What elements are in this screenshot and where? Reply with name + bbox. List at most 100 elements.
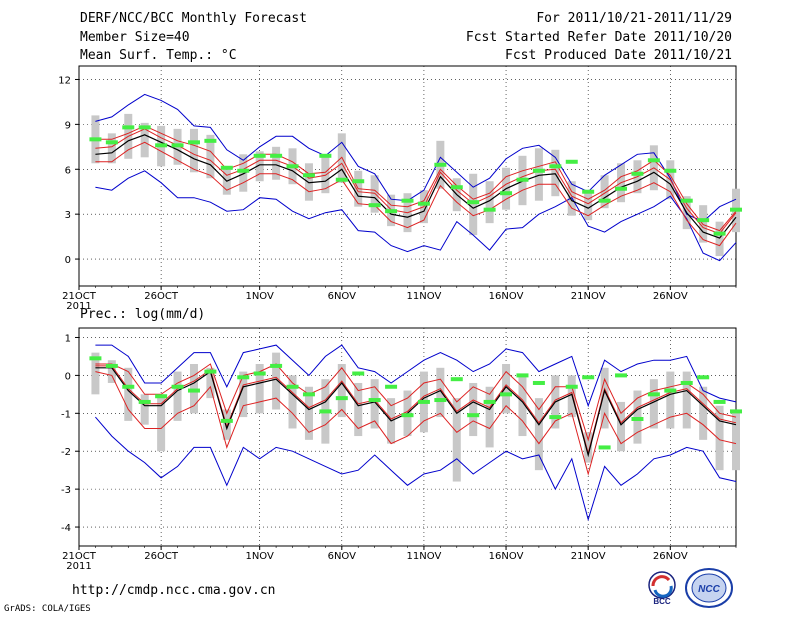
panel1-obs-marker xyxy=(615,186,628,191)
panel2-obs-marker xyxy=(713,399,726,404)
panel1-x-tick-label: 11NOV xyxy=(407,291,442,302)
panel1-obs-marker xyxy=(286,164,299,169)
panel2-spread-box xyxy=(337,364,346,418)
panel2-spread-box xyxy=(140,394,149,425)
panel2-y-tick-label: -1 xyxy=(61,409,71,420)
panel1-obs-marker xyxy=(697,218,710,223)
panel1-obs-marker xyxy=(155,143,168,148)
panel1-obs-marker xyxy=(302,173,315,178)
panel2-spread-box xyxy=(157,394,166,452)
panel2-obs-marker xyxy=(335,396,348,401)
panel2-spread-box xyxy=(452,398,461,482)
panel2-obs-marker xyxy=(697,375,710,380)
panel1-y-tick-label: 12 xyxy=(58,75,71,86)
panel1-lower-percentile-line xyxy=(95,141,737,247)
panel2-spread-box xyxy=(288,375,297,429)
panel2-obs-marker xyxy=(730,409,742,414)
panel1-obs-marker xyxy=(532,168,545,173)
panel1-spread-box xyxy=(206,134,215,179)
panel2-spread-box xyxy=(649,379,658,429)
panel1-obs-marker xyxy=(713,231,726,236)
panel1-x-tick-label: 1NOV xyxy=(245,291,274,302)
precip-panel-title: Prec.: log(mm/d) xyxy=(80,307,206,322)
panel1-spread-box xyxy=(584,190,593,221)
panel2-x-tick-label: 1NOV xyxy=(245,551,274,562)
produced-date: Fcst Produced Date 2011/10/21 xyxy=(505,48,732,63)
panel2-obs-marker xyxy=(352,371,365,376)
panel1-obs-marker xyxy=(204,138,217,143)
panel1-x-tick-label: 6NOV xyxy=(328,291,357,302)
member-size: Member Size=40 xyxy=(80,30,190,45)
panel2-y-tick-label: 1 xyxy=(65,333,71,344)
panel1-ensemble-minimum-line xyxy=(95,170,737,262)
panel1-spread-box xyxy=(189,128,198,173)
panel2-obs-marker xyxy=(286,384,299,389)
panel2-obs-marker xyxy=(565,384,578,389)
panel2-obs-marker xyxy=(647,392,660,397)
bcc-logo-arc-blue xyxy=(653,585,673,598)
panel2-spread-box xyxy=(617,401,626,452)
forecast-period: For 2011/10/21-2011/11/29 xyxy=(536,11,732,26)
panel1-obs-marker xyxy=(385,209,398,214)
panel1-obs-marker xyxy=(237,168,250,173)
panel2-spread-box xyxy=(173,371,182,421)
panel1-x-tick-label: 21OCT xyxy=(62,291,97,302)
panel2-spread-box xyxy=(91,352,100,395)
panel1-obs-marker xyxy=(598,198,611,203)
panel2-spread-box xyxy=(682,371,691,429)
panel2-x-tick-label: 21NOV xyxy=(571,551,606,562)
panel1-x-tick-label: 26NOV xyxy=(653,291,688,302)
panel1-obs-marker xyxy=(89,137,102,142)
panel2-spread-box xyxy=(502,364,511,414)
panel2-x-tick-label: 11NOV xyxy=(407,551,442,562)
panel2-x-tick-label: 6NOV xyxy=(328,551,357,562)
panel2-obs-marker xyxy=(155,394,168,399)
forecast-title: DERF/NCC/BCC Monthly Forecast xyxy=(80,11,307,26)
panel1-x-tick-year: 2011 xyxy=(66,301,91,312)
bcc-logo-arc-red xyxy=(651,575,671,587)
panel1-x-tick-label: 16NOV xyxy=(489,291,524,302)
start-date: Fcst Started Refer Date 2011/10/20 xyxy=(465,30,732,45)
panel2-obs-marker xyxy=(549,415,562,420)
panel1-obs-marker xyxy=(450,185,463,190)
panel2-y-tick-label: -2 xyxy=(61,447,71,458)
panel1-x-tick-label: 21NOV xyxy=(571,291,606,302)
panel1-obs-marker xyxy=(664,168,677,173)
panel1-spread-box xyxy=(239,154,248,192)
panel1-obs-marker xyxy=(434,162,447,167)
panel2-ensemble-maximum-line xyxy=(95,344,737,408)
panel2-spread-box xyxy=(436,367,445,418)
grads-credit: GrADS: COLA/IGES xyxy=(4,604,91,614)
panel1-spread-box xyxy=(304,163,313,201)
source-url[interactable]: http://cmdp.ncc.cma.gov.cn xyxy=(72,583,276,598)
panel1-obs-marker xyxy=(138,125,151,130)
panel2-obs-marker xyxy=(417,399,430,404)
panel1-obs-marker xyxy=(467,200,480,205)
panel2-y-tick-label: -4 xyxy=(61,523,71,534)
panel2-obs-marker xyxy=(385,384,398,389)
panel1-y-tick-label: 3 xyxy=(65,210,71,221)
panel1-spread-box xyxy=(551,149,560,197)
panel1-obs-marker xyxy=(647,158,660,163)
panel2-spread-box xyxy=(272,352,281,410)
panel2-obs-marker xyxy=(483,399,496,404)
panel1-obs-marker xyxy=(171,143,184,148)
panel1-spread-box xyxy=(534,148,543,201)
panel2-obs-marker xyxy=(138,399,151,404)
panel2-spread-box xyxy=(715,405,724,471)
panel2-spread-box xyxy=(206,367,215,399)
panel2-ensemble-minimum-line xyxy=(95,416,737,522)
panel2-spread-box xyxy=(666,371,675,429)
panel1-obs-marker xyxy=(105,140,118,145)
panel2-upper-percentile-line xyxy=(95,363,737,442)
panel2-obs-marker xyxy=(500,392,513,397)
panel2-obs-marker xyxy=(89,356,102,361)
panel1-obs-marker xyxy=(319,153,332,158)
panel1-obs-marker xyxy=(352,179,365,184)
panel1-spread-box xyxy=(485,181,494,224)
panel1-obs-marker xyxy=(187,140,200,145)
ncc-logo-globe xyxy=(691,573,727,603)
panel2-obs-marker xyxy=(253,371,266,376)
panel1-ensemble-mean-line xyxy=(95,134,737,239)
